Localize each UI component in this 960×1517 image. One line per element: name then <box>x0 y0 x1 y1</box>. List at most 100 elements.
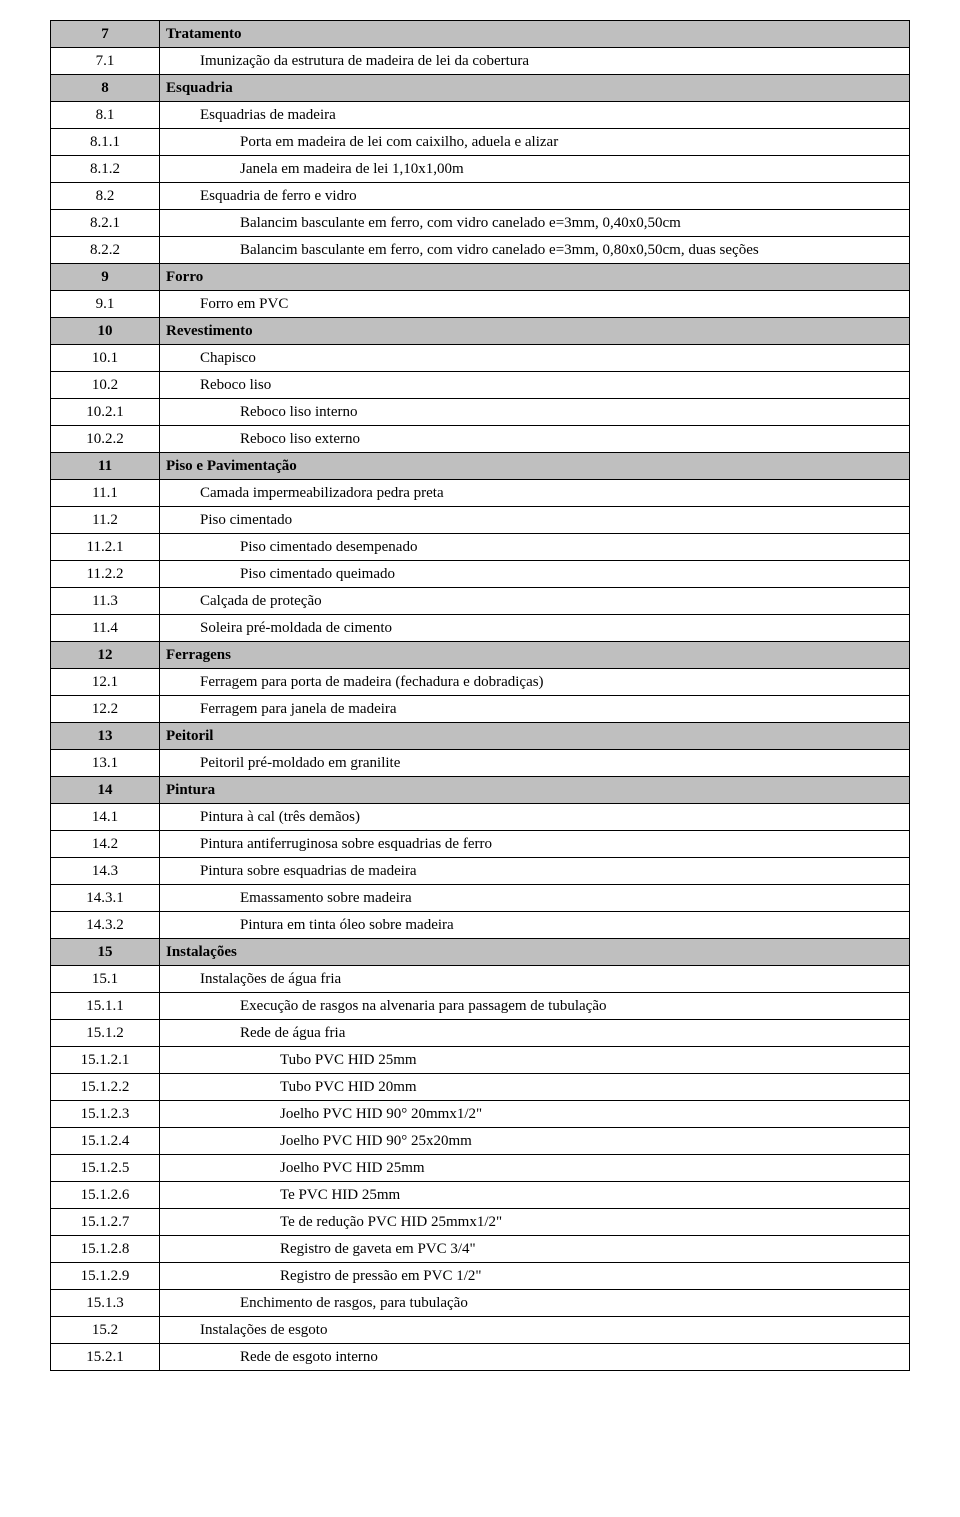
row-description: Rede de água fria <box>160 1020 910 1047</box>
row-description: Ferragens <box>160 642 910 669</box>
table-row: 7.1Imunização da estrutura de madeira de… <box>51 48 910 75</box>
table-row: 14Pintura <box>51 777 910 804</box>
table-row: 11.1Camada impermeabilizadora pedra pret… <box>51 480 910 507</box>
row-description: Registro de gaveta em PVC 3/4" <box>160 1236 910 1263</box>
row-number: 12.1 <box>51 669 160 696</box>
row-number: 10 <box>51 318 160 345</box>
row-number: 11.2 <box>51 507 160 534</box>
row-description: Imunização da estrutura de madeira de le… <box>160 48 910 75</box>
row-description: Instalações de esgoto <box>160 1317 910 1344</box>
row-description: Tratamento <box>160 21 910 48</box>
table-row: 9Forro <box>51 264 910 291</box>
table-row: 12Ferragens <box>51 642 910 669</box>
table-row: 15Instalações <box>51 939 910 966</box>
table-row: 11.3Calçada de proteção <box>51 588 910 615</box>
row-description: Ferragem para janela de madeira <box>160 696 910 723</box>
table-row: 12.2Ferragem para janela de madeira <box>51 696 910 723</box>
table-row: 8Esquadria <box>51 75 910 102</box>
row-description: Forro <box>160 264 910 291</box>
table-row: 8.1Esquadrias de madeira <box>51 102 910 129</box>
row-description: Instalações de água fria <box>160 966 910 993</box>
table-row: 15.1.2.2Tubo PVC HID 20mm <box>51 1074 910 1101</box>
row-number: 13 <box>51 723 160 750</box>
row-description: Pintura sobre esquadrias de madeira <box>160 858 910 885</box>
row-number: 15.1 <box>51 966 160 993</box>
row-number: 15.1.2.8 <box>51 1236 160 1263</box>
table-row: 15.1.3Enchimento de rasgos, para tubulaç… <box>51 1290 910 1317</box>
table-row: 15.1.2.4Joelho PVC HID 90° 25x20mm <box>51 1128 910 1155</box>
row-number: 8.2 <box>51 183 160 210</box>
row-description: Piso e Pavimentação <box>160 453 910 480</box>
table-row: 8.2Esquadria de ferro e vidro <box>51 183 910 210</box>
row-description: Chapisco <box>160 345 910 372</box>
row-number: 8 <box>51 75 160 102</box>
row-number: 10.2.1 <box>51 399 160 426</box>
row-description: Esquadrias de madeira <box>160 102 910 129</box>
row-number: 9 <box>51 264 160 291</box>
row-number: 12 <box>51 642 160 669</box>
row-number: 11.2.1 <box>51 534 160 561</box>
row-description: Te de redução PVC HID 25mmx1/2" <box>160 1209 910 1236</box>
row-number: 9.1 <box>51 291 160 318</box>
row-description: Te PVC HID 25mm <box>160 1182 910 1209</box>
row-number: 14.3.1 <box>51 885 160 912</box>
row-number: 13.1 <box>51 750 160 777</box>
row-number: 7 <box>51 21 160 48</box>
row-number: 12.2 <box>51 696 160 723</box>
row-description: Piso cimentado <box>160 507 910 534</box>
row-number: 14.1 <box>51 804 160 831</box>
row-number: 14.2 <box>51 831 160 858</box>
table-row: 15.1Instalações de água fria <box>51 966 910 993</box>
table-row: 10.1Chapisco <box>51 345 910 372</box>
row-number: 15.1.3 <box>51 1290 160 1317</box>
row-description: Joelho PVC HID 25mm <box>160 1155 910 1182</box>
table-row: 8.2.1Balancim basculante em ferro, com v… <box>51 210 910 237</box>
table-row: 13.1Peitoril pré-moldado em granilite <box>51 750 910 777</box>
table-row: 11Piso e Pavimentação <box>51 453 910 480</box>
row-number: 11.3 <box>51 588 160 615</box>
spec-table: 7Tratamento7.1Imunização da estrutura de… <box>50 20 910 1371</box>
table-row: 8.1.1Porta em madeira de lei com caixilh… <box>51 129 910 156</box>
table-row: 11.2Piso cimentado <box>51 507 910 534</box>
row-number: 15.1.2.2 <box>51 1074 160 1101</box>
row-description: Pintura em tinta óleo sobre madeira <box>160 912 910 939</box>
row-number: 7.1 <box>51 48 160 75</box>
row-description: Pintura antiferruginosa sobre esquadrias… <box>160 831 910 858</box>
row-description: Enchimento de rasgos, para tubulação <box>160 1290 910 1317</box>
table-row: 14.2Pintura antiferruginosa sobre esquad… <box>51 831 910 858</box>
row-description: Pintura <box>160 777 910 804</box>
row-description: Piso cimentado queimado <box>160 561 910 588</box>
row-description: Joelho PVC HID 90° 20mmx1/2" <box>160 1101 910 1128</box>
row-number: 8.1.1 <box>51 129 160 156</box>
row-number: 10.2 <box>51 372 160 399</box>
row-description: Execução de rasgos na alvenaria para pas… <box>160 993 910 1020</box>
row-description: Piso cimentado desempenado <box>160 534 910 561</box>
table-row: 11.2.2Piso cimentado queimado <box>51 561 910 588</box>
row-description: Ferragem para porta de madeira (fechadur… <box>160 669 910 696</box>
row-description: Soleira pré-moldada de cimento <box>160 615 910 642</box>
row-number: 8.2.1 <box>51 210 160 237</box>
row-description: Esquadria <box>160 75 910 102</box>
row-description: Rede de esgoto interno <box>160 1344 910 1371</box>
row-description: Reboco liso externo <box>160 426 910 453</box>
table-row: 11.4Soleira pré-moldada de cimento <box>51 615 910 642</box>
table-row: 15.1.2.7Te de redução PVC HID 25mmx1/2" <box>51 1209 910 1236</box>
table-row: 15.1.2.3Joelho PVC HID 90° 20mmx1/2" <box>51 1101 910 1128</box>
table-row: 15.1.2Rede de água fria <box>51 1020 910 1047</box>
row-description: Instalações <box>160 939 910 966</box>
table-row: 15.1.2.6Te PVC HID 25mm <box>51 1182 910 1209</box>
row-number: 8.1.2 <box>51 156 160 183</box>
table-row: 10.2.2Reboco liso externo <box>51 426 910 453</box>
row-description: Reboco liso <box>160 372 910 399</box>
row-description: Balancim basculante em ferro, com vidro … <box>160 237 910 264</box>
row-description: Forro em PVC <box>160 291 910 318</box>
row-description: Calçada de proteção <box>160 588 910 615</box>
table-row: 15.1.2.9Registro de pressão em PVC 1/2" <box>51 1263 910 1290</box>
row-description: Joelho PVC HID 90° 25x20mm <box>160 1128 910 1155</box>
row-description: Reboco liso interno <box>160 399 910 426</box>
row-number: 15 <box>51 939 160 966</box>
row-number: 15.1.2 <box>51 1020 160 1047</box>
table-row: 15.2.1Rede de esgoto interno <box>51 1344 910 1371</box>
table-row: 8.1.2Janela em madeira de lei 1,10x1,00m <box>51 156 910 183</box>
table-row: 14.3.1Emassamento sobre madeira <box>51 885 910 912</box>
